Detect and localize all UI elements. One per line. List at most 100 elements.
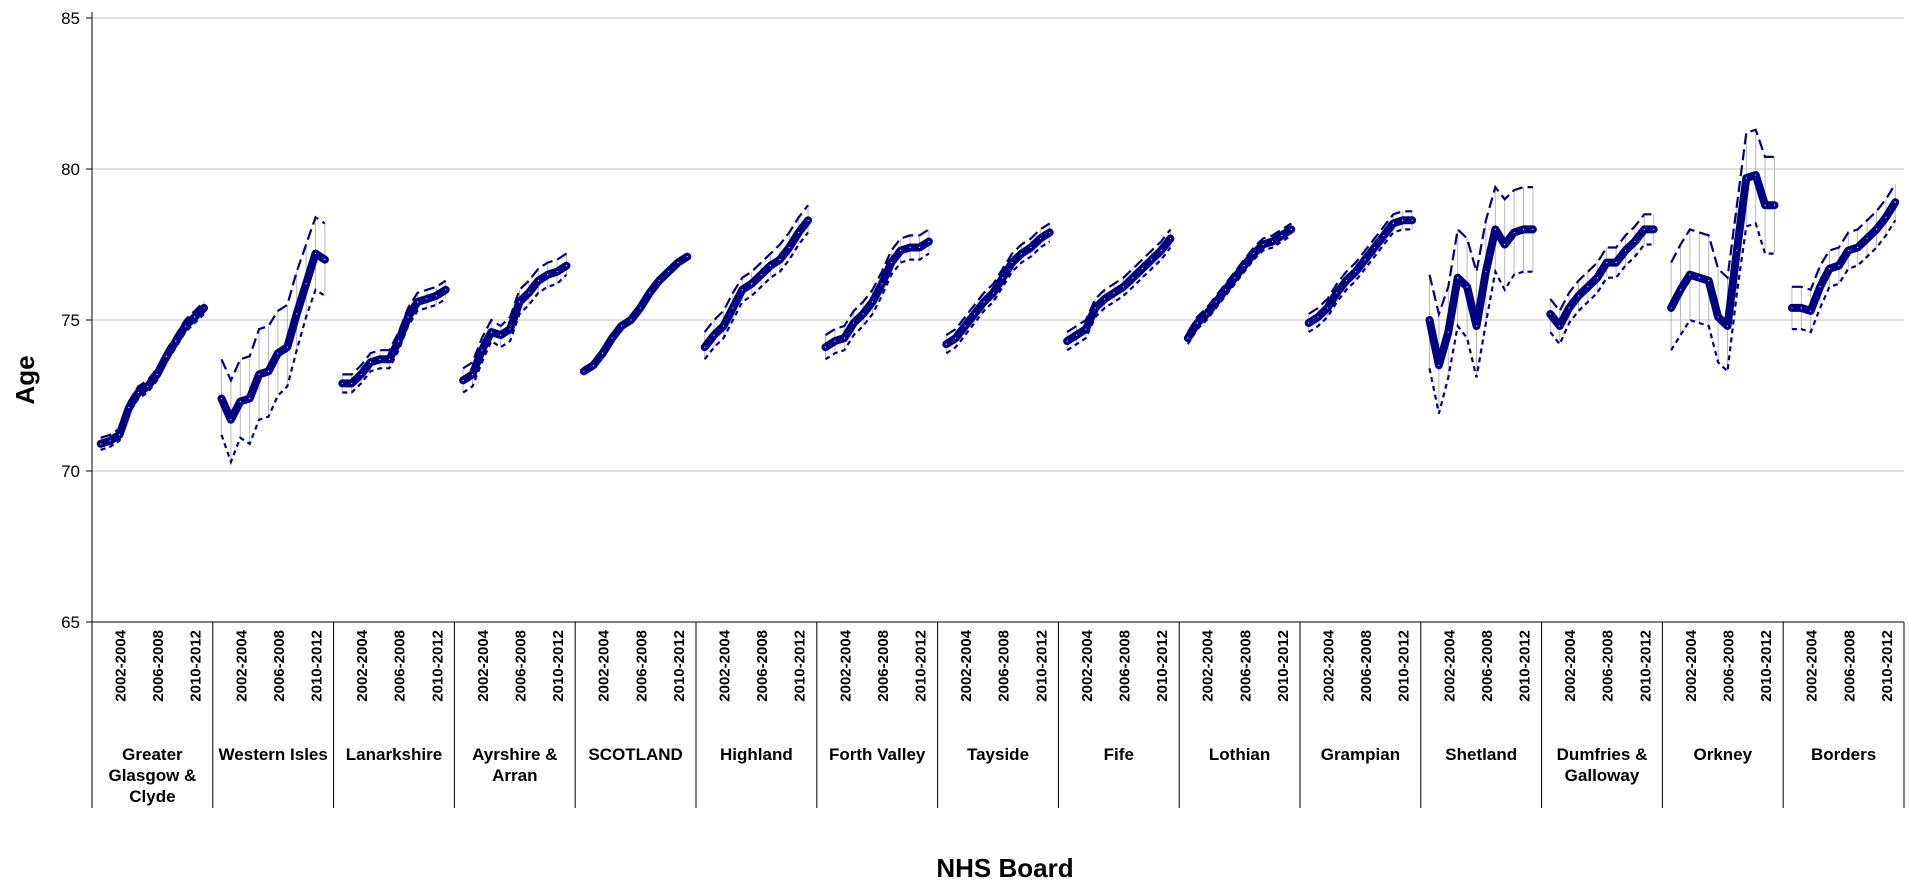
data-point bbox=[1847, 249, 1849, 252]
data-point bbox=[1708, 280, 1710, 282]
data-point bbox=[1679, 289, 1682, 291]
data-point bbox=[1485, 271, 1487, 273]
series-lines bbox=[96, 171, 1900, 448]
group-label-line: Fife bbox=[1104, 745, 1134, 764]
series-line bbox=[217, 249, 329, 424]
data-point bbox=[1206, 313, 1208, 315]
group-label: SCOTLAND bbox=[588, 745, 682, 764]
group-label-line: Dumfries & bbox=[1557, 745, 1648, 764]
y-tick-label: 80 bbox=[61, 160, 80, 179]
data-point bbox=[769, 265, 772, 267]
data-point bbox=[583, 370, 585, 372]
lower-ci-line bbox=[342, 297, 447, 394]
data-point bbox=[1549, 313, 1551, 315]
data-point bbox=[611, 337, 613, 339]
series-line bbox=[338, 285, 450, 388]
data-point bbox=[1634, 240, 1636, 243]
data-point bbox=[871, 301, 874, 303]
period-tick-label: 2006-2008 bbox=[633, 630, 650, 702]
data-point bbox=[341, 382, 343, 385]
period-tick-label: 2006-2008 bbox=[1358, 630, 1375, 702]
group-label-line: Grampian bbox=[1321, 745, 1400, 764]
data-point bbox=[1522, 228, 1525, 230]
group-label: Ayrshire & Arran bbox=[472, 745, 557, 785]
data-point bbox=[165, 355, 168, 357]
period-tick-label: 2010-2012 bbox=[309, 630, 326, 702]
period-tick-label: 2006-2008 bbox=[996, 630, 1013, 702]
data-point bbox=[490, 331, 492, 333]
data-point bbox=[128, 406, 130, 409]
data-point bbox=[1745, 177, 1747, 179]
data-point bbox=[1355, 271, 1357, 273]
data-point bbox=[249, 397, 251, 400]
lower-ci-line bbox=[1549, 243, 1654, 347]
data-point bbox=[834, 340, 836, 342]
data-point bbox=[1857, 246, 1859, 249]
series-line bbox=[1546, 225, 1658, 330]
data-point bbox=[1113, 292, 1115, 294]
data-point bbox=[592, 364, 594, 366]
lower-ci-line bbox=[1066, 246, 1172, 352]
data-point bbox=[1364, 259, 1366, 261]
data-point bbox=[630, 319, 632, 321]
data-point bbox=[1141, 268, 1143, 270]
data-point bbox=[1066, 340, 1068, 342]
data-point bbox=[1624, 249, 1627, 252]
data-point bbox=[639, 307, 641, 309]
data-point bbox=[1085, 328, 1087, 330]
group-label-line: Lanarkshire bbox=[346, 745, 442, 764]
lower-ci-line bbox=[100, 313, 205, 451]
data-point bbox=[1243, 265, 1245, 267]
data-point bbox=[824, 346, 827, 348]
data-point bbox=[1011, 262, 1013, 264]
upper-ci-line bbox=[1670, 128, 1775, 280]
data-point bbox=[1383, 234, 1385, 237]
lower-ci-line bbox=[462, 273, 568, 394]
data-point bbox=[1819, 286, 1821, 288]
data-point bbox=[1457, 277, 1459, 279]
data-point bbox=[267, 370, 270, 372]
data-point bbox=[1689, 274, 1691, 276]
data-point bbox=[779, 259, 781, 261]
period-tick-label: 2010-2012 bbox=[792, 630, 809, 702]
data-point bbox=[435, 295, 437, 297]
period-tick-label: 2002-2004 bbox=[958, 629, 975, 701]
data-point bbox=[909, 246, 911, 249]
lower-ci-line bbox=[1670, 222, 1775, 374]
data-point bbox=[277, 352, 279, 354]
data-point bbox=[230, 419, 232, 421]
data-point bbox=[1894, 201, 1896, 203]
data-point bbox=[518, 301, 521, 303]
data-point bbox=[258, 373, 260, 375]
data-point bbox=[462, 379, 464, 381]
y-tick-label: 85 bbox=[61, 9, 80, 28]
data-point bbox=[741, 289, 743, 291]
data-point bbox=[973, 313, 976, 315]
data-point bbox=[1885, 216, 1887, 218]
data-point bbox=[509, 328, 511, 330]
period-tick-label: 2010-2012 bbox=[671, 630, 688, 702]
data-point bbox=[1169, 237, 1172, 240]
data-point bbox=[1039, 237, 1041, 240]
period-tick-label: 2010-2012 bbox=[1879, 630, 1896, 702]
data-point bbox=[1392, 222, 1394, 224]
upper-ci-line bbox=[703, 204, 809, 333]
period-tick-label: 2006-2008 bbox=[754, 630, 771, 702]
data-point bbox=[528, 292, 530, 294]
data-point bbox=[1615, 262, 1617, 264]
group-label-line: Tayside bbox=[967, 745, 1029, 764]
period-tick-label: 2010-2012 bbox=[1758, 630, 1775, 702]
series-line bbox=[579, 252, 692, 376]
group-label-line: Western Isles bbox=[219, 745, 328, 764]
data-point bbox=[1504, 243, 1506, 246]
data-point bbox=[1122, 286, 1125, 288]
group-label: Greater Glasgow & Clyde bbox=[108, 745, 196, 806]
data-point bbox=[713, 334, 715, 336]
group-label: Orkney bbox=[1694, 745, 1753, 764]
group-label-line: Borders bbox=[1811, 745, 1876, 764]
group-label: Highland bbox=[720, 745, 793, 764]
lower-ci-line bbox=[1186, 234, 1292, 345]
data-point bbox=[798, 231, 800, 234]
upper-ci-line bbox=[1791, 183, 1897, 292]
data-point bbox=[1466, 286, 1468, 288]
